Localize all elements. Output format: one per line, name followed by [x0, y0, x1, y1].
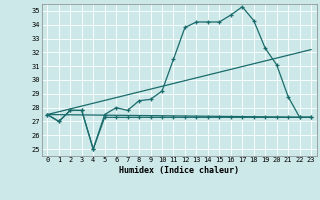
- X-axis label: Humidex (Indice chaleur): Humidex (Indice chaleur): [119, 166, 239, 175]
